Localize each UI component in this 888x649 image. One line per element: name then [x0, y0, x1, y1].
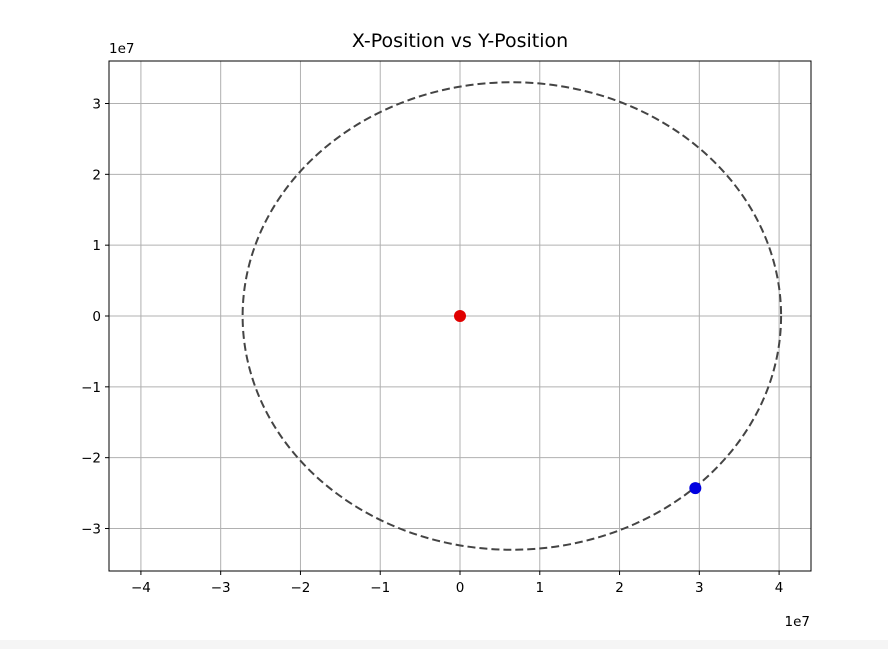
- data-point: [454, 310, 466, 322]
- x-tick-label: 1: [535, 580, 544, 596]
- y-offset-label: 1e7: [109, 41, 134, 57]
- plot-series: [241, 81, 783, 551]
- y-tick-label: 3: [92, 97, 101, 113]
- y-tick-label: 1: [92, 238, 101, 254]
- x-tick-label: 3: [695, 580, 704, 596]
- data-point: [689, 482, 702, 495]
- x-offset-label: 1e7: [785, 614, 810, 630]
- x-tick-label: 2: [615, 580, 624, 596]
- footer-strip: [0, 640, 888, 649]
- x-tick-label: −3: [211, 580, 231, 596]
- y-ticks: −3 −2 −1 0 1 2 3: [81, 97, 109, 538]
- chart-title: X-Position vs Y-Position: [352, 30, 568, 52]
- y-tick-label: −2: [81, 451, 101, 467]
- x-tick-label: −1: [370, 580, 390, 596]
- y-tick-label: 2: [92, 167, 101, 183]
- x-tick-label: 4: [775, 580, 784, 596]
- y-tick-label: 0: [92, 309, 101, 325]
- x-tick-label: −2: [291, 580, 311, 596]
- x-ticks: −4 −3 −2 −1 0 1 2 3 4: [131, 571, 783, 596]
- y-tick-label: −1: [81, 380, 101, 396]
- x-tick-label: 0: [456, 580, 465, 596]
- x-tick-label: −4: [131, 580, 151, 596]
- y-tick-label: −3: [81, 522, 101, 538]
- orbit-path: [241, 81, 783, 551]
